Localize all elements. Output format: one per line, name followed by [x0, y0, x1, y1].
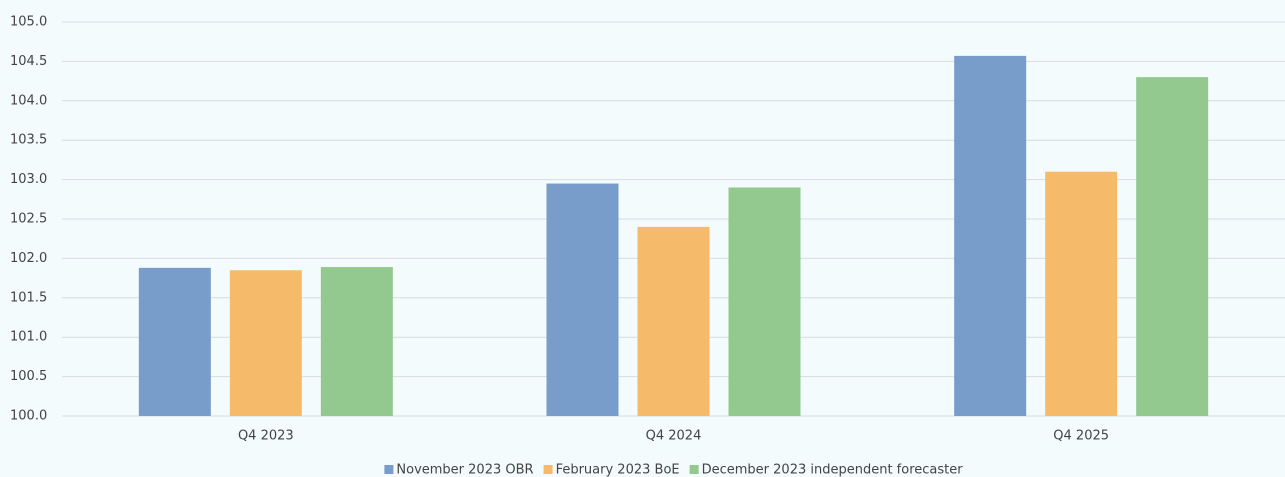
- bar: [637, 226, 710, 416]
- bar: [728, 187, 801, 416]
- bar: [320, 267, 393, 416]
- legend-label: December 2023 independent forecaster: [702, 463, 964, 477]
- bar: [138, 267, 211, 416]
- y-tick-label: 101.0: [10, 330, 47, 345]
- y-tick-label: 103.5: [10, 133, 47, 148]
- bar: [546, 183, 619, 416]
- y-tick-label: 102.5: [10, 212, 47, 227]
- y-tick-label: 103.0: [10, 172, 47, 187]
- x-tick-label: Q4 2025: [1053, 429, 1109, 444]
- y-tick-label: 105.0: [10, 15, 47, 30]
- legend-swatch: [384, 465, 394, 474]
- bar: [1045, 171, 1118, 416]
- y-tick-label: 101.5: [10, 290, 47, 305]
- bar: [954, 55, 1027, 416]
- legend-swatch: [543, 465, 553, 474]
- y-tick-label: 100.0: [10, 409, 47, 424]
- y-tick-label: 104.5: [10, 54, 47, 69]
- y-tick-label: 102.0: [10, 251, 47, 266]
- y-tick-label: 104.0: [10, 93, 47, 108]
- x-tick-label: Q4 2024: [646, 429, 702, 444]
- legend-label: November 2023 OBR: [396, 463, 533, 477]
- bar: [1136, 77, 1209, 416]
- y-tick-label: 100.5: [10, 369, 47, 384]
- legend-swatch: [689, 465, 699, 474]
- bar: [229, 270, 302, 416]
- legend: November 2023 OBR February 2023 BoE Decemb…: [384, 463, 963, 477]
- legend-label: February 2023 BoE: [556, 463, 680, 477]
- x-tick-label: Q4 2023: [238, 429, 294, 444]
